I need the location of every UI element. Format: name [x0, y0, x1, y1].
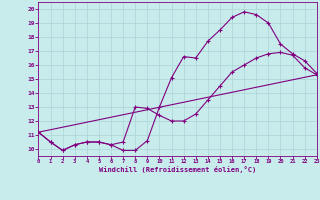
X-axis label: Windchill (Refroidissement éolien,°C): Windchill (Refroidissement éolien,°C): [99, 166, 256, 173]
